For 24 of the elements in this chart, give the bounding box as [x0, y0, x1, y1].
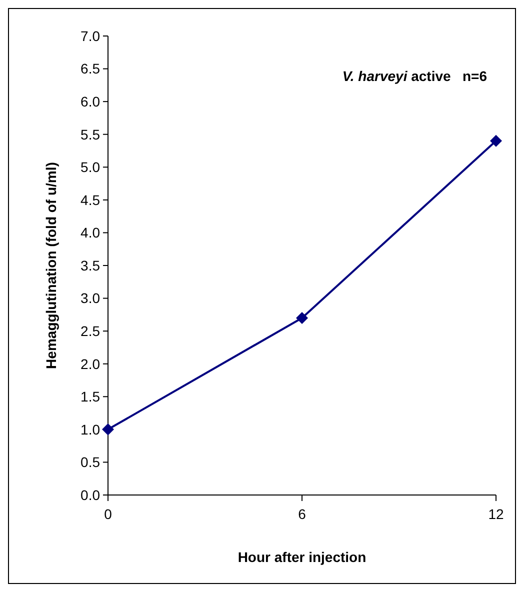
x-axis-title: Hour after injection — [238, 549, 366, 565]
y-tick-label: 3.5 — [80, 257, 100, 274]
y-tick-label: 0.0 — [80, 486, 100, 503]
y-tick-label: 6.5 — [80, 60, 100, 77]
point — [490, 134, 502, 147]
y-axis-title: Hemagglutination (fold of u/ml) — [43, 162, 59, 369]
y-tick-label: 1.5 — [80, 388, 100, 405]
y-tick-label: 1.0 — [80, 421, 100, 438]
x-tick-label: 6 — [298, 506, 306, 522]
y-tick-label: 6.0 — [80, 93, 100, 110]
annotation: V. harveyi active n=6 — [342, 68, 488, 84]
x-tick-label: 12 — [488, 506, 504, 522]
point — [296, 312, 308, 324]
y-tick-label: 5.0 — [80, 159, 100, 176]
point — [102, 423, 114, 436]
y-tick-label: 2.5 — [80, 322, 100, 339]
y-tick-label: 4.5 — [80, 192, 100, 208]
y-tick-label: 3.0 — [80, 290, 100, 306]
y-tick-label: 2.0 — [80, 356, 100, 372]
y-tick-label: 7.0 — [80, 28, 100, 44]
y-tick-label: 5.5 — [80, 126, 100, 142]
x-tick-label: 0 — [104, 506, 112, 522]
y-tick-label: 0.5 — [80, 454, 100, 470]
y-tick-label: 4.0 — [80, 224, 100, 241]
